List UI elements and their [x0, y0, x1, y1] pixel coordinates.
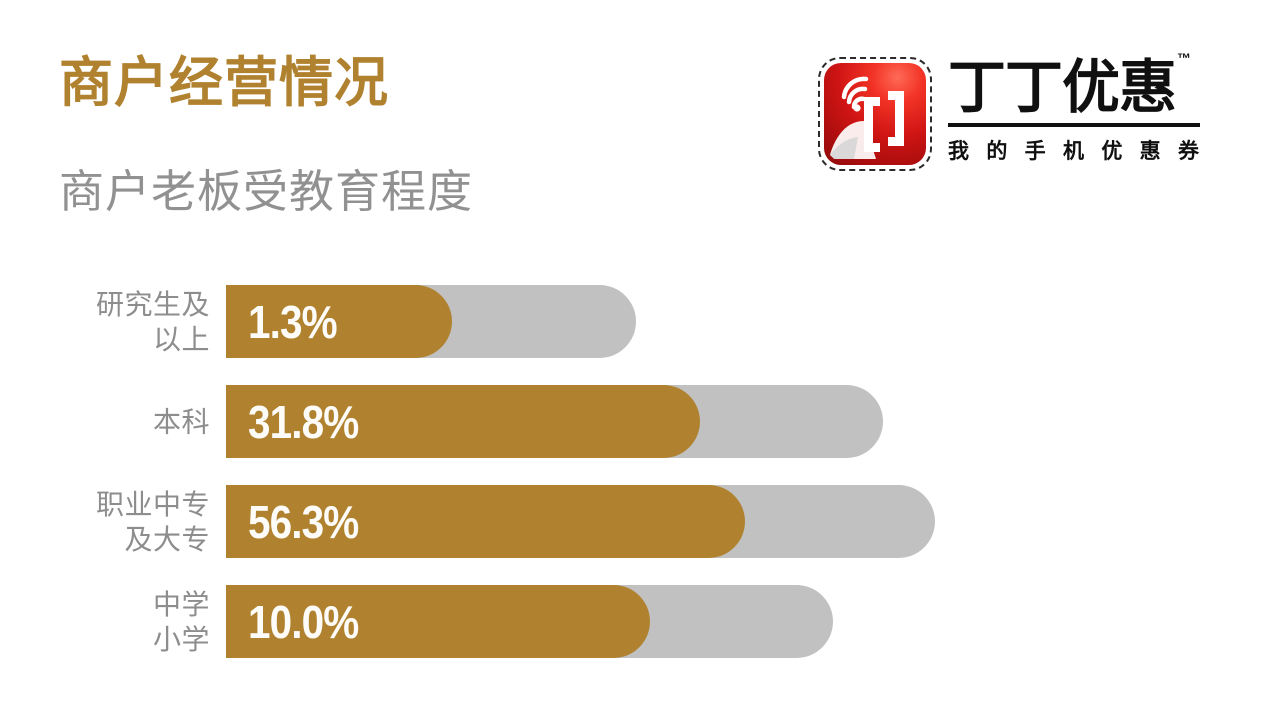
page-subtitle: 商户老板受教育程度: [59, 166, 474, 217]
bar-category-label: 本科: [0, 404, 210, 439]
dingding-app-icon: [818, 57, 932, 171]
bar-category-label: 职业中专 及大专: [0, 487, 210, 557]
tagline-char: 机: [1062, 140, 1085, 163]
bar-track: 56.3%: [226, 485, 935, 558]
bar-label-line1: 本科: [152, 406, 210, 437]
bar-value-label: 56.3%: [248, 495, 359, 548]
bar-value-label: 10.0%: [248, 595, 359, 648]
bar-category-label: 研究生及 以上: [0, 287, 210, 357]
bar-fill: 31.8%: [226, 385, 700, 458]
bar-label-line2: 及大专: [124, 523, 210, 555]
bar-track: 10.0%: [226, 585, 833, 658]
tagline-char: 券: [1177, 140, 1200, 163]
bar-track: 1.3%: [226, 285, 636, 358]
bar-value-label: 1.3%: [248, 295, 338, 348]
page-title: 商户经营情况: [59, 53, 389, 113]
bar-label-line1: 中学: [152, 588, 210, 620]
tagline-char: 手: [1024, 140, 1047, 163]
logo-tagline: 我 的 手 机 优 惠 券: [948, 135, 1200, 165]
trademark-icon: ™: [1177, 49, 1192, 66]
bar-row: 职业中专 及大专 56.3%: [0, 485, 1269, 558]
logo-dashed-border: [818, 57, 932, 171]
tagline-char: 的: [986, 140, 1009, 163]
bar-label-line2: 以上: [152, 323, 210, 355]
bar-label-line2: 小学: [152, 623, 210, 655]
bar-value-label: 31.8%: [248, 395, 359, 448]
logo-wordmark: 丁丁优惠™ 我 的 手 机 优 惠 券: [948, 51, 1200, 165]
bar-fill: 1.3%: [226, 285, 452, 358]
bar-label-line1: 研究生及: [95, 288, 210, 320]
bar-row: 中学 小学 10.0%: [0, 585, 1269, 658]
bar-fill: 10.0%: [226, 585, 650, 658]
bar-row: 研究生及 以上 1.3%: [0, 285, 1269, 358]
bar-track: 31.8%: [226, 385, 883, 458]
bar-category-label: 中学 小学: [0, 587, 210, 657]
bar-row: 本科 31.8%: [0, 385, 1269, 458]
logo-divider: [948, 123, 1200, 127]
tagline-char: 我: [948, 140, 970, 163]
bar-label-line1: 职业中专: [95, 488, 210, 520]
logo-brand-text: 丁丁优惠: [948, 55, 1177, 120]
logo-brand-name: 丁丁优惠™: [948, 51, 1200, 117]
education-level-bar-chart: 研究生及 以上 1.3% 本科 31.8% 职业中专: [0, 285, 1269, 685]
tagline-char: 惠: [1139, 140, 1162, 163]
bar-fill: 56.3%: [226, 485, 745, 558]
tagline-char: 优: [1101, 140, 1124, 163]
brand-logo: 丁丁优惠™ 我 的 手 机 优 惠 券: [818, 51, 1218, 172]
